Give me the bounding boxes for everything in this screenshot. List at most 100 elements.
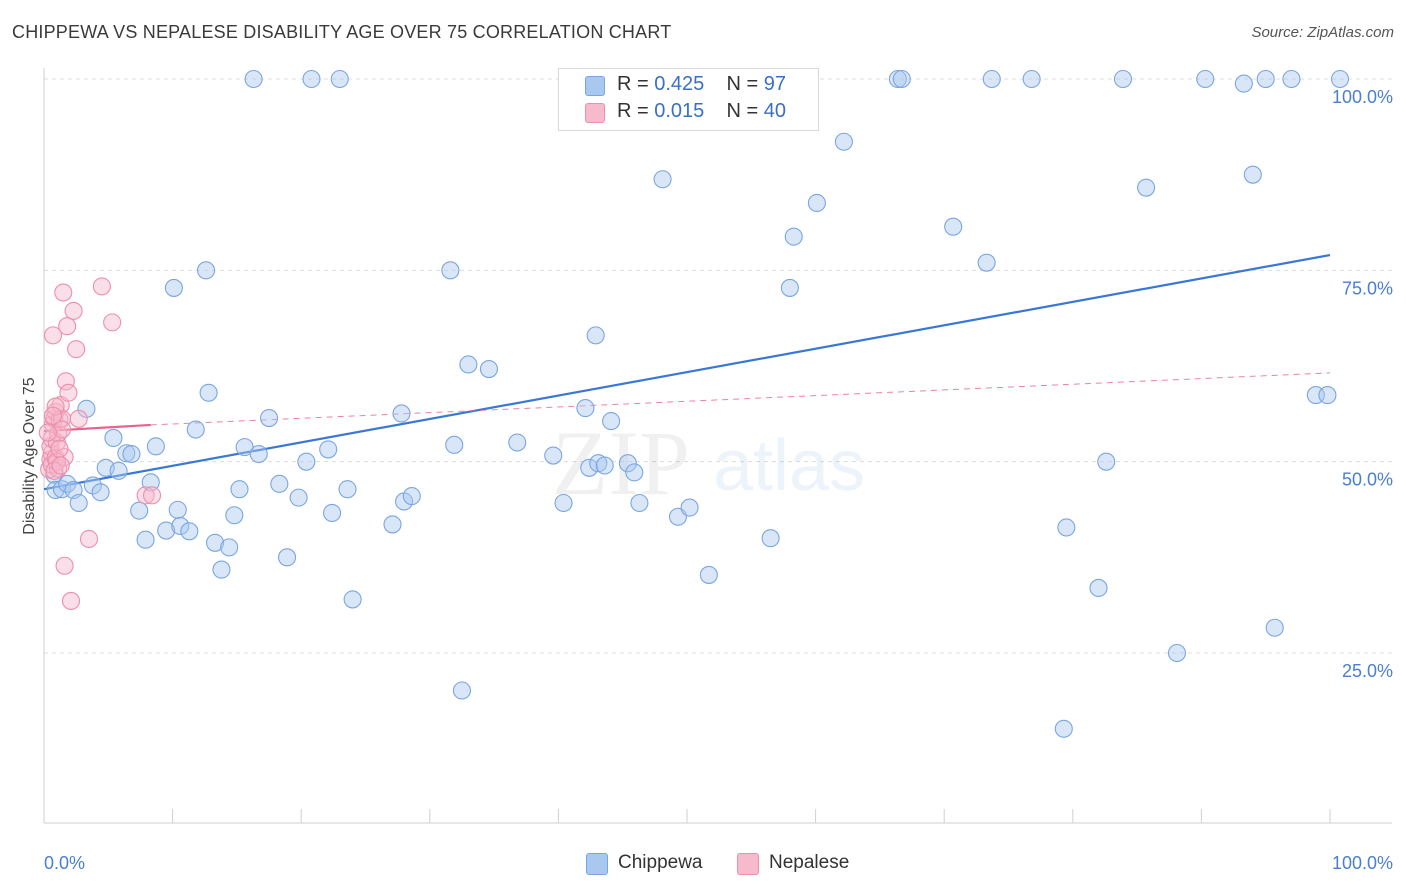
point-chippewa <box>46 480 65 500</box>
point-chippewa <box>278 548 297 567</box>
point-chippewa <box>441 261 460 280</box>
point-chippewa <box>1265 618 1284 637</box>
point-chippewa <box>595 456 614 475</box>
point-chippewa <box>1256 69 1275 89</box>
point-chippewa <box>630 493 649 513</box>
point-chippewa <box>1330 69 1350 89</box>
point-chippewa <box>259 408 279 428</box>
point-nepalese <box>103 313 122 332</box>
trend-line-nepalese-extension <box>150 372 1331 426</box>
point-chippewa <box>249 444 268 464</box>
point-chippewa <box>130 501 149 520</box>
point-chippewa <box>302 69 321 89</box>
legend-n-value-chippewa: 97 <box>763 73 787 95</box>
bottom-legend-swatch-chippewa <box>586 853 608 875</box>
point-chippewa <box>392 404 411 423</box>
point-chippewa <box>69 493 88 513</box>
y-axis-title: Disability Age Over 75 <box>21 377 38 535</box>
point-chippewa <box>205 533 225 552</box>
point-nepalese <box>43 326 63 345</box>
point-chippewa <box>1318 386 1337 405</box>
point-chippewa <box>77 399 96 418</box>
point-chippewa <box>618 454 637 473</box>
legend-r-label: R = <box>617 73 649 95</box>
point-chippewa <box>586 326 605 345</box>
point-chippewa <box>186 420 205 439</box>
point-chippewa <box>168 500 187 519</box>
point-chippewa <box>977 253 996 272</box>
point-chippewa <box>459 355 478 374</box>
trend-line-nepalese <box>43 423 151 433</box>
bottom-legend-swatch-nepalese <box>737 853 759 875</box>
point-chippewa <box>230 480 249 499</box>
point-chippewa <box>452 681 472 700</box>
point-nepalese <box>38 423 57 442</box>
point-chippewa <box>1089 578 1108 597</box>
point-chippewa <box>1243 165 1262 184</box>
point-nepalese <box>52 420 72 439</box>
watermark-atlas: atlas <box>713 426 865 506</box>
point-chippewa <box>544 446 563 465</box>
x-tick-label-start: 0.0% <box>44 853 85 873</box>
legend-r-value-nepalese: 0.015 <box>654 100 705 122</box>
point-chippewa <box>625 463 644 482</box>
bottom-legend-label-chippewa: Chippewa <box>618 852 703 873</box>
axes <box>43 68 1392 824</box>
point-chippewa <box>199 383 218 402</box>
point-nepalese <box>56 372 75 391</box>
legend-n-label: N = <box>726 100 759 122</box>
tick-labels: 25.0% 50.0% 75.0% 100.0% 0.0% 100.0% <box>44 87 1393 873</box>
point-nepalese <box>142 486 162 505</box>
legend-swatch-chippewa <box>585 76 605 96</box>
point-chippewa <box>1057 518 1076 537</box>
point-chippewa <box>784 227 803 246</box>
point-nepalese <box>54 283 73 302</box>
point-chippewa <box>699 565 718 584</box>
point-chippewa <box>508 433 527 452</box>
x-tick-label-end: 100.0% <box>1332 853 1393 873</box>
point-chippewa <box>136 530 155 549</box>
y-tick-label: 100.0% <box>1332 87 1393 107</box>
point-chippewa <box>1234 74 1253 93</box>
point-chippewa <box>270 474 289 493</box>
point-chippewa <box>761 529 780 548</box>
point-chippewa <box>944 217 963 236</box>
point-chippewa <box>146 437 165 456</box>
watermark-zip: ZIP <box>552 412 690 514</box>
point-chippewa <box>383 515 402 534</box>
point-nepalese <box>69 409 88 428</box>
point-chippewa <box>338 480 357 499</box>
point-chippewa <box>580 458 599 477</box>
point-nepalese <box>67 340 86 359</box>
point-chippewa <box>576 399 595 418</box>
point-chippewa <box>104 428 123 447</box>
point-chippewa <box>834 132 853 151</box>
point-chippewa <box>319 440 338 459</box>
source-label: Source: ZipAtlas.com <box>1251 24 1394 41</box>
point-chippewa <box>1097 452 1116 471</box>
point-chippewa <box>1113 69 1133 89</box>
legend-swatch-nepalese <box>585 103 605 123</box>
point-chippewa <box>244 69 263 89</box>
chart-title: CHIPPEWA VS NEPALESE DISABILITY AGE OVER… <box>12 22 672 42</box>
point-nepalese <box>64 301 83 320</box>
point-chippewa <box>1167 643 1187 663</box>
point-nepalese <box>92 277 111 296</box>
point-chippewa <box>1282 69 1301 89</box>
point-chippewa <box>212 560 231 579</box>
point-chippewa <box>109 461 128 480</box>
point-chippewa <box>1054 719 1073 738</box>
legend-r-value-chippewa: 0.425 <box>654 73 705 95</box>
legend: R = 0.425 N = 97 R = 0.015 N = 40 <box>558 68 819 131</box>
data-points <box>38 69 1350 738</box>
point-chippewa <box>402 487 421 506</box>
point-chippewa <box>196 261 216 280</box>
point-chippewa <box>323 503 342 522</box>
trend-lines <box>43 253 1331 491</box>
trend-line-chippewa <box>43 253 1331 491</box>
point-nepalese <box>55 556 74 575</box>
bottom-legend-label-nepalese: Nepalese <box>769 852 850 873</box>
point-chippewa <box>171 516 190 536</box>
point-nepalese <box>50 439 69 458</box>
point-chippewa <box>117 444 136 463</box>
